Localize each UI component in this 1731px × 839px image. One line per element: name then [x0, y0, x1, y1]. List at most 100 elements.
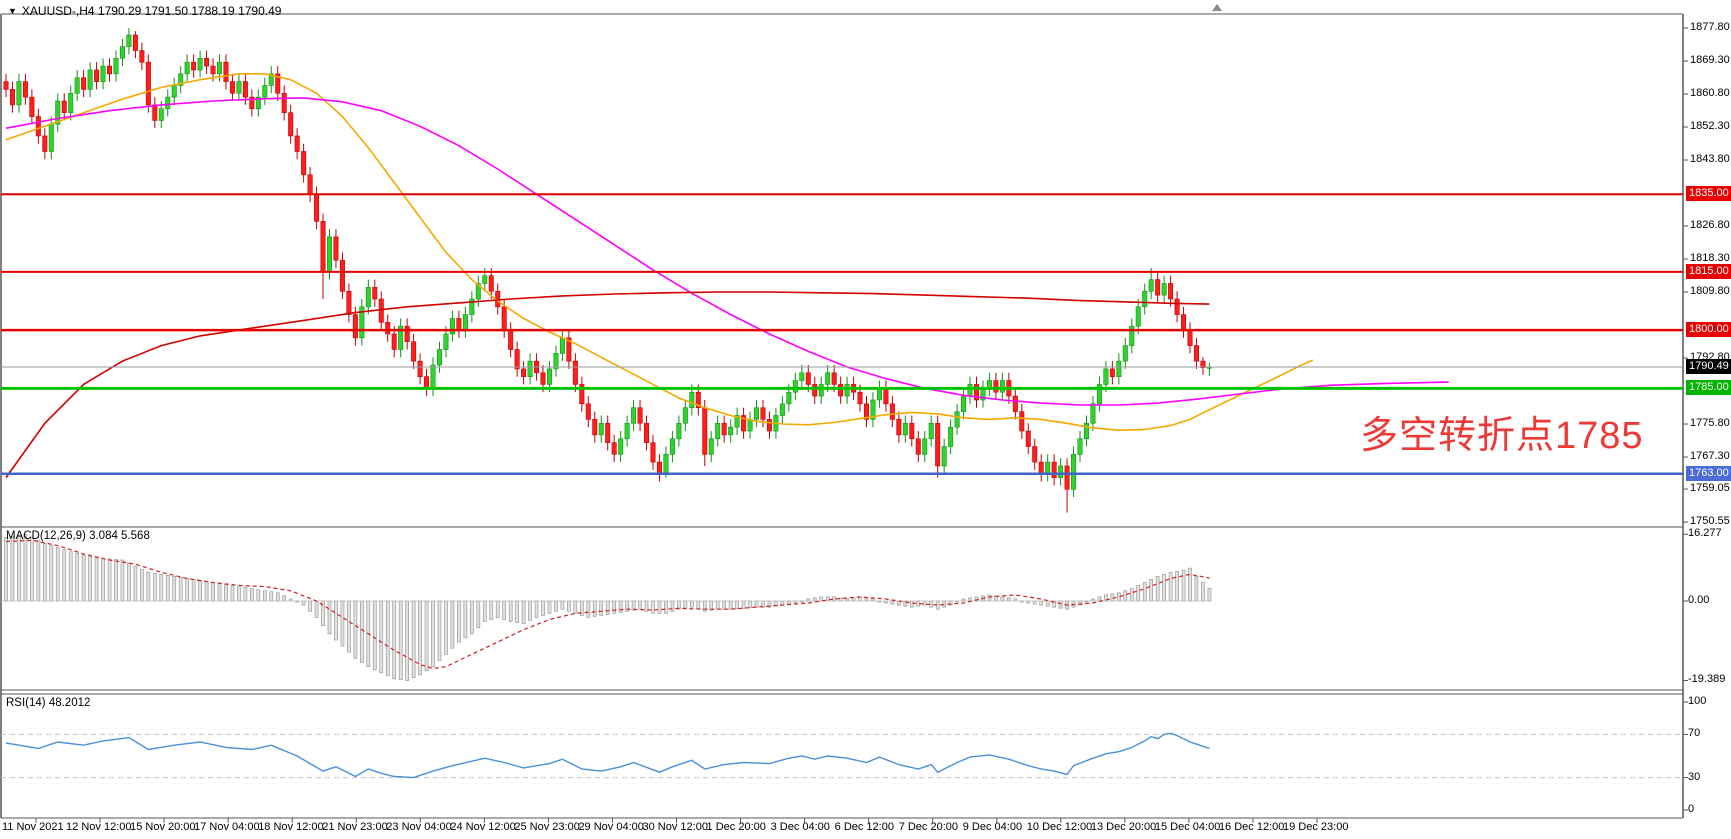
candle-up	[708, 438, 714, 455]
candle-down	[883, 388, 889, 405]
price-tag-1815.00[interactable]: 1815.00	[1686, 263, 1731, 279]
macd-histogram-bar	[1123, 590, 1128, 602]
candle-down	[1038, 461, 1044, 475]
macd-histogram-bar	[812, 597, 817, 602]
candle-up	[961, 395, 967, 412]
macd-histogram-bar	[728, 600, 733, 610]
candle-down	[605, 422, 611, 443]
candle-down	[1155, 279, 1161, 296]
candle-up	[197, 58, 203, 71]
candle-down	[935, 422, 941, 467]
candle-up	[754, 407, 760, 420]
candle-up	[928, 422, 934, 440]
macd-histogram-bar	[424, 600, 429, 672]
candle-up	[398, 325, 404, 350]
macd-axis-label: -19.389	[1688, 673, 1726, 686]
macd-histogram-bar	[159, 573, 164, 602]
macd-histogram-bar	[618, 600, 623, 613]
candle-down	[812, 384, 818, 397]
candle-down	[838, 384, 844, 397]
candle-down	[275, 73, 281, 94]
candle-up	[527, 360, 533, 377]
macd-histogram-bar	[17, 535, 21, 602]
macd-histogram-bar	[599, 600, 604, 616]
macd-histogram-bar	[360, 600, 364, 663]
time-axis-label: 11 Nov 2021	[2, 821, 64, 833]
candle-up	[1116, 360, 1122, 377]
candle-down	[514, 349, 520, 370]
macd-histogram-bar	[10, 536, 15, 602]
candle-up	[870, 399, 876, 420]
candle-down	[372, 287, 378, 300]
time-axis-label: 30 Nov 12:00	[642, 821, 708, 833]
macd-histogram-bar	[1058, 600, 1063, 609]
macd-histogram-bar	[114, 559, 118, 602]
macd-histogram-bar	[1194, 576, 1199, 602]
candle-down	[1012, 395, 1018, 412]
candle-up	[941, 446, 947, 467]
macd-histogram-bar	[1039, 600, 1044, 606]
candle-down	[585, 403, 591, 420]
candle-down	[1168, 283, 1174, 300]
macd-histogram-bar	[217, 583, 222, 602]
rsi-axis-label: 70	[1688, 727, 1701, 740]
macd-histogram-bar	[741, 600, 746, 609]
macd-histogram-bar	[36, 540, 41, 602]
price-tag-1835.00[interactable]: 1835.00	[1686, 186, 1731, 202]
candle-down	[107, 65, 113, 75]
macd-histogram-bar	[191, 579, 196, 602]
candle-up	[55, 100, 61, 125]
candle-up	[954, 411, 960, 428]
candle-down	[385, 322, 391, 335]
price-tag-1763.00[interactable]: 1763.00	[1686, 465, 1731, 481]
price-tag-1790.49[interactable]: 1790.49	[1686, 359, 1731, 374]
time-axis-label: 21 Nov 23:00	[322, 821, 388, 833]
candle-down	[281, 92, 287, 113]
macd-histogram-bar	[651, 600, 655, 614]
macd-histogram-bar	[664, 600, 668, 614]
ma-fast-orange	[5, 73, 1314, 432]
chart-shift-marker[interactable]	[1212, 4, 1222, 11]
macd-histogram-bar	[1110, 593, 1115, 602]
candle-down	[592, 419, 598, 436]
candle-up	[631, 407, 637, 424]
candle-up	[689, 391, 695, 409]
price-axis-label: 1869.30	[1690, 54, 1730, 67]
price-tag-1785.00[interactable]: 1785.00	[1686, 380, 1731, 396]
macd-histogram-bar	[224, 584, 228, 602]
candle-down	[831, 372, 837, 385]
macd-histogram-bar	[748, 600, 752, 609]
macd-histogram-bar	[282, 595, 287, 602]
candle-down	[339, 259, 345, 292]
candle-down	[656, 461, 662, 475]
symbol-dropdown-icon[interactable]: ▼	[8, 6, 17, 16]
candle-up	[217, 61, 223, 75]
candle-up	[728, 426, 734, 436]
price-tag-1800.00[interactable]: 1800.00	[1686, 322, 1731, 338]
macd-histogram-bar	[851, 597, 856, 602]
candle-down	[521, 368, 527, 377]
candle-down	[1200, 360, 1206, 369]
rsi-axis-label: 100	[1688, 695, 1707, 707]
candle-up	[1148, 279, 1154, 292]
price-axis-label: 1759.05	[1690, 482, 1730, 495]
candle-up	[624, 422, 630, 440]
macd-histogram-bar	[592, 600, 597, 617]
macd-histogram-bar	[489, 600, 494, 620]
candle-down	[488, 275, 494, 292]
macd-histogram-bar	[68, 551, 73, 602]
candle-up	[16, 81, 22, 106]
candle-up	[113, 58, 119, 75]
candle-up	[792, 380, 798, 393]
macd-histogram-bar	[722, 600, 727, 610]
candle-up	[1129, 325, 1135, 346]
macd-histogram-bar	[243, 587, 248, 602]
macd-histogram-bar	[1188, 567, 1192, 602]
candle-up	[818, 384, 824, 397]
candle-up	[430, 364, 436, 389]
macd-histogram-bar	[670, 600, 675, 612]
macd-axis-label: 16.277	[1688, 527, 1722, 540]
macd-histogram-bar	[909, 600, 914, 608]
macd-histogram-bar	[1155, 576, 1160, 602]
